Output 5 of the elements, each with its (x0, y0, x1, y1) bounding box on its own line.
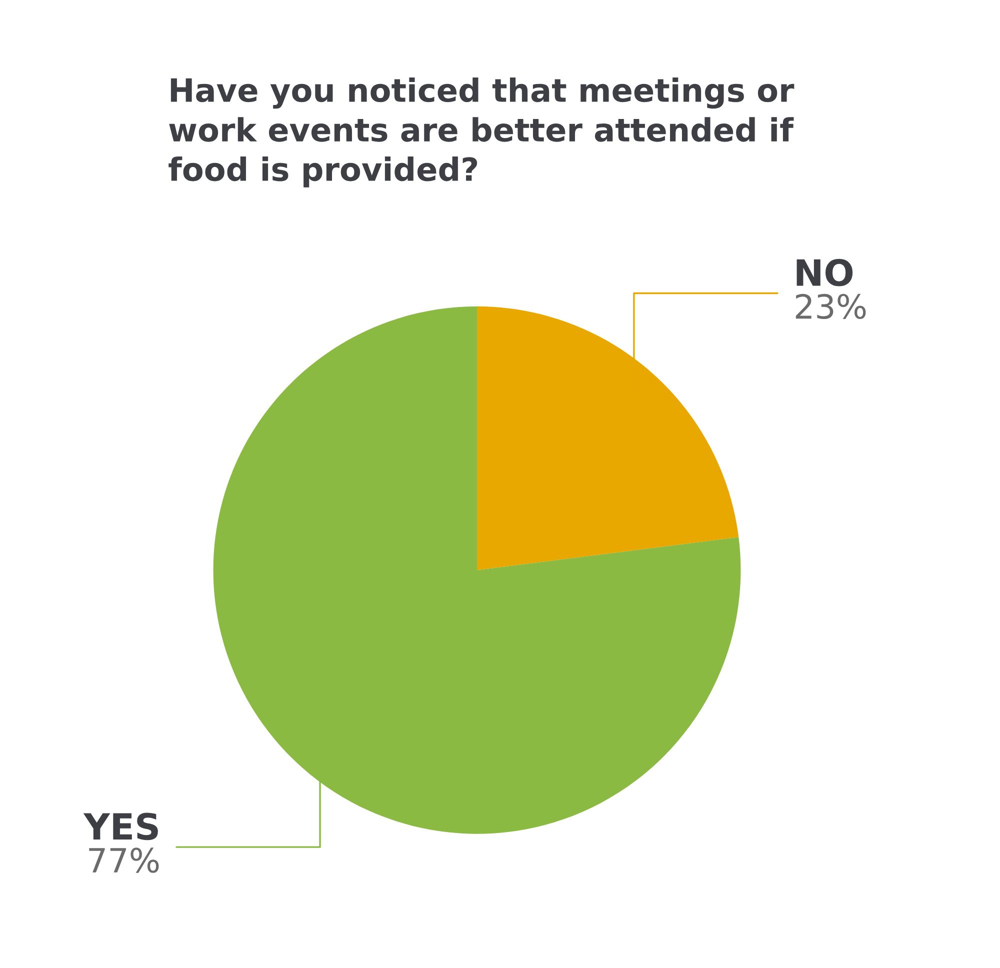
slice-label: YES (83, 812, 158, 840)
chart-title: Have you noticed that meetings or work events are better attended if food is provided? (168, 77, 794, 188)
slice-label: NO (796, 258, 853, 286)
data-label: 77% (89, 848, 159, 873)
data-label: 23% (796, 294, 866, 320)
